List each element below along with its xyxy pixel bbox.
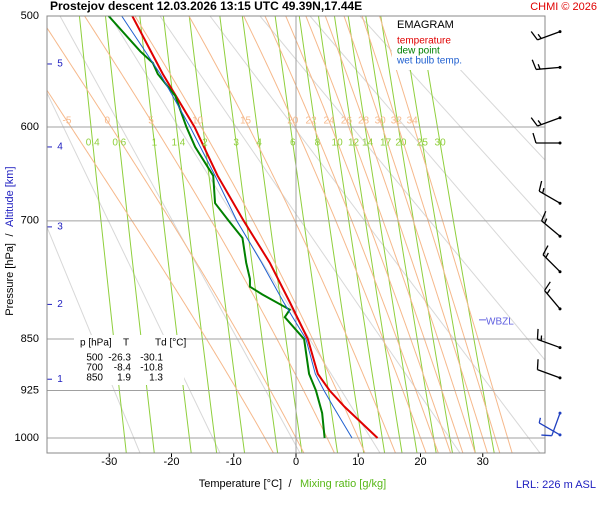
moist-adiabat-label: 0 — [104, 116, 110, 127]
y-tick-label: 925 — [21, 384, 39, 396]
moist-adiabat-label: 26 — [341, 116, 353, 127]
barb-base — [559, 235, 562, 238]
table-header: p [hPa] — [80, 338, 112, 349]
mixing-ratio-label: 1.4 — [171, 138, 185, 149]
barb-feather — [537, 359, 538, 369]
mixing-ratio-label: 1 — [152, 138, 158, 149]
table-cell: 1.9 — [117, 373, 131, 384]
altitude-label: 5 — [57, 59, 63, 70]
altitude-label: 3 — [57, 222, 63, 233]
mixing-ratio-label: 14 — [362, 138, 374, 149]
y-axis-label-2: Altitude [km] — [4, 166, 16, 227]
table-header: Td [°C] — [155, 338, 186, 349]
mixing-ratio-label: 4 — [256, 138, 262, 149]
moist-adiabat-label: 30 — [375, 116, 387, 127]
barb-base — [559, 376, 562, 379]
x-tick-label: -20 — [164, 456, 180, 468]
mixing-ratio-label: 17 — [380, 138, 392, 149]
mixing-ratio-label: 3 — [233, 138, 239, 149]
moist-adiabat-label: 34 — [407, 116, 419, 127]
barb-base — [559, 202, 562, 205]
footer: LRL: 226 m ASL — [516, 479, 596, 491]
barb-feather — [537, 329, 538, 339]
legend-entry: wet bulb temp. — [396, 56, 462, 67]
moist-adiabat-label: 10 — [192, 116, 204, 127]
barb-base — [559, 116, 562, 119]
table-header: T — [123, 338, 129, 349]
x-axis-label: Temperature [°C] — [199, 478, 282, 490]
wbzl-label: WBZL — [486, 316, 514, 327]
mixing-ratio-label: 25 — [417, 138, 429, 149]
altitude-label: 2 — [57, 299, 63, 310]
moist-adiabat-label: 32 — [391, 116, 403, 127]
y-tick-label: 500 — [21, 10, 39, 22]
moist-adiabat-label: 28 — [358, 116, 370, 127]
mixing-ratio-label: 10 — [332, 138, 344, 149]
moist-adiabat-label: -5 — [62, 116, 71, 127]
x-tick-label: 0 — [293, 456, 299, 468]
mixing-ratio-label: 6 — [290, 138, 296, 149]
x-axis-label-2: Mixing ratio [g/kg] — [300, 478, 386, 490]
table-cell: 1.3 — [149, 373, 163, 384]
legend-title: EMAGRAM — [397, 19, 454, 31]
y-tick-label: 1000 — [15, 432, 39, 444]
x-tick-label: 30 — [477, 456, 489, 468]
barb-base — [559, 142, 562, 145]
x-tick-label: -10 — [226, 456, 242, 468]
moist-adiabat-label: 24 — [323, 116, 335, 127]
altitude-label: 1 — [57, 374, 63, 385]
barb-base — [559, 270, 562, 273]
x-tick-label: 20 — [414, 456, 426, 468]
barb-feather — [541, 435, 551, 436]
x-tick-label: 10 — [352, 456, 364, 468]
mixing-ratio-label: 0.4 — [86, 138, 100, 149]
mixing-ratio-label: 30 — [435, 138, 447, 149]
barb-base — [559, 346, 562, 349]
barb-base — [559, 30, 562, 33]
mixing-ratio-label: 0.6 — [112, 138, 126, 149]
y-tick-label: 850 — [21, 333, 39, 345]
altitude-label: 4 — [57, 142, 63, 153]
y-axis-label: Pressure [hPa] — [4, 243, 16, 316]
moist-adiabat-label: 20 — [287, 116, 299, 127]
moist-adiabat-label: 5 — [148, 116, 154, 127]
mixing-ratio-label: 2 — [202, 138, 208, 149]
y-tick-label: 600 — [21, 121, 39, 133]
moist-adiabat-label: 22 — [306, 116, 318, 127]
barb-base — [559, 412, 562, 415]
barb-base — [559, 433, 562, 436]
y-tick-label: 700 — [21, 215, 39, 227]
table-cell: 850 — [86, 373, 103, 384]
credit: CHMI © 2026 — [530, 1, 597, 13]
mixing-ratio-label: 12 — [348, 138, 360, 149]
mixing-ratio-label: 20 — [395, 138, 407, 149]
chart-title: Prostejov descent 12.03.2026 13:15 UTC 4… — [50, 0, 362, 13]
barb-base — [559, 307, 562, 310]
x-tick-label: -30 — [101, 456, 117, 468]
moist-adiabat-label: 15 — [240, 116, 252, 127]
barb-base — [559, 66, 562, 69]
mixing-ratio-label: 8 — [315, 138, 321, 149]
